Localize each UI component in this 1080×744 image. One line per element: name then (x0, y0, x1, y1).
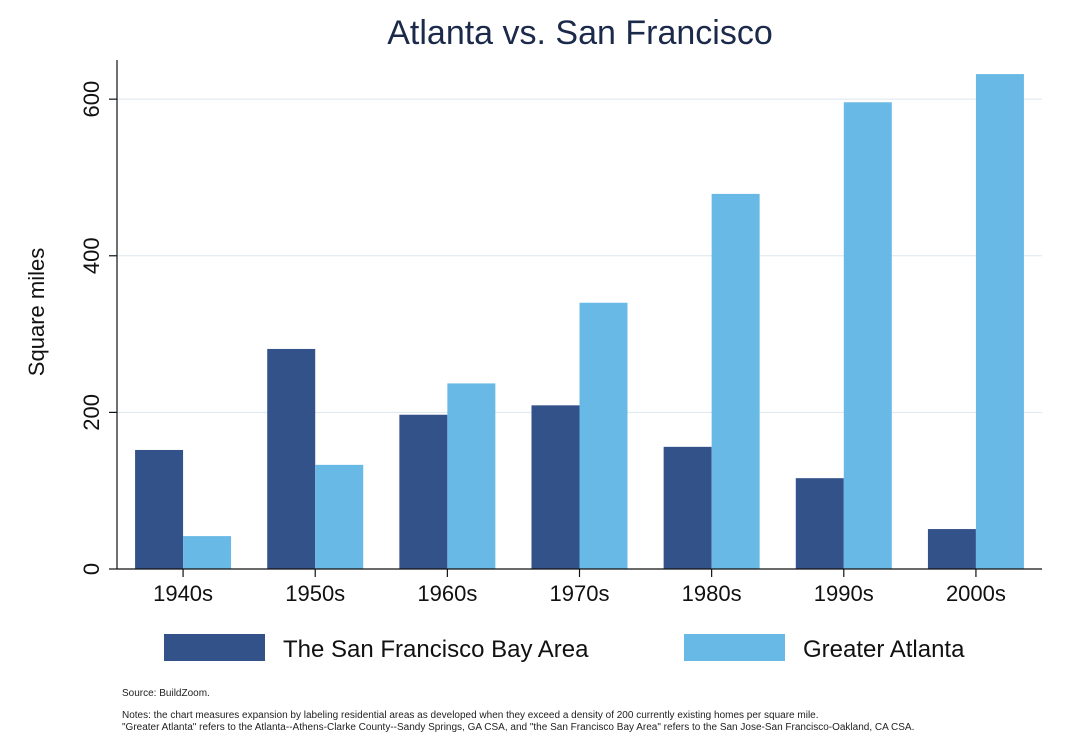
bar-sf-1970s (531, 405, 580, 569)
x-tick-label: 1970s (550, 581, 610, 606)
x-tick-label: 1980s (682, 581, 742, 606)
bar-atlanta-1990s (843, 102, 892, 569)
legend-swatch (684, 634, 785, 661)
y-tick-label: 600 (79, 81, 104, 118)
bar-atlanta-1950s (315, 464, 364, 569)
bar-sf-1960s (399, 414, 448, 569)
y-tick-label: 0 (79, 563, 104, 575)
bar-atlanta-1970s (579, 302, 628, 569)
chart-title: Atlanta vs. San Francisco (387, 14, 773, 52)
bar-sf-1940s (135, 449, 184, 569)
bar-sf-1950s (267, 348, 316, 569)
notes-line-1: Notes: the chart measures expansion by l… (122, 710, 819, 721)
bar-atlanta-1940s (183, 536, 232, 569)
bar-sf-2000s (927, 529, 976, 569)
source-note: Source: BuildZoom. (122, 688, 210, 699)
y-axis-label: Square miles (24, 248, 49, 376)
x-tick-label: 1990s (814, 581, 874, 606)
notes-line-2: "Greater Atlanta" refers to the Atlanta-… (122, 722, 915, 733)
legend-label: Greater Atlanta (803, 636, 965, 663)
y-tick-label: 200 (79, 394, 104, 431)
legend-swatch (164, 634, 265, 661)
bar-chart: Atlanta vs. San Francisco Square miles 0… (24, 14, 1042, 663)
y-ticks: 0 200 400 600 (79, 81, 117, 575)
bar-sf-1990s (795, 478, 844, 569)
bar-atlanta-2000s (975, 74, 1024, 569)
bar-atlanta-1960s (447, 383, 496, 569)
legend: The San Francisco Bay Area Greater Atlant… (164, 634, 965, 663)
x-tick-label: 1950s (285, 581, 345, 606)
x-tick-label: 2000s (946, 581, 1006, 606)
x-tick-label: 1940s (153, 581, 213, 606)
x-ticks: 1940s 1950s 1960s 1970s 1980s 1990s 2000s (153, 569, 1006, 606)
bar-atlanta-1980s (711, 193, 760, 569)
bars (135, 74, 1024, 569)
x-tick-label: 1960s (417, 581, 477, 606)
legend-label: The San Francisco Bay Area (283, 636, 589, 663)
bar-sf-1980s (663, 446, 712, 569)
y-tick-label: 400 (79, 237, 104, 274)
